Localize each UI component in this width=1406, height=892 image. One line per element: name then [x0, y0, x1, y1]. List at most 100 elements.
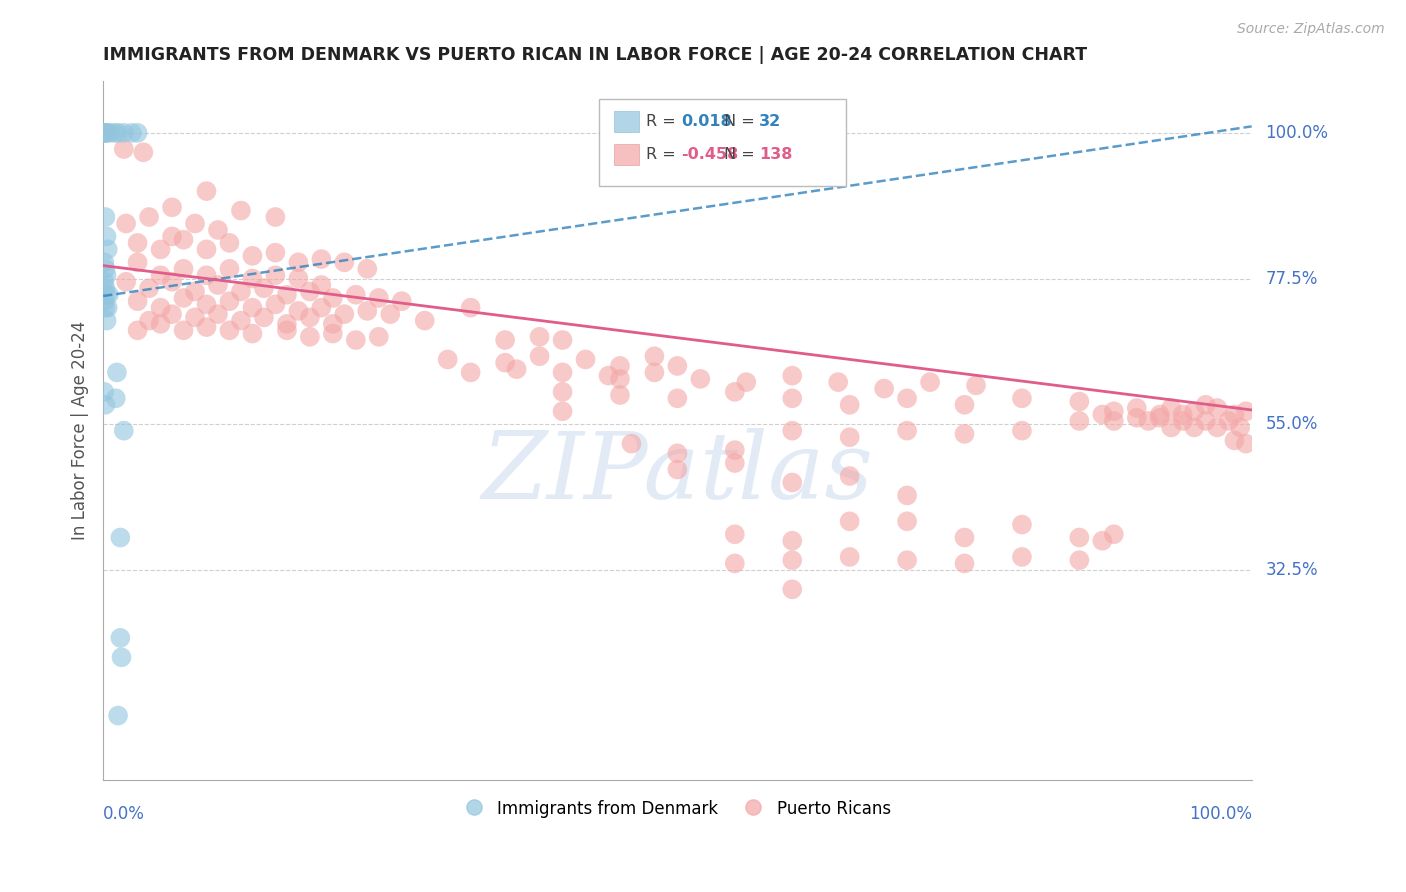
Point	[1195, 398, 1218, 412]
Point	[264, 245, 287, 260]
Point	[298, 310, 321, 325]
Point	[173, 233, 195, 247]
FancyBboxPatch shape	[599, 98, 846, 186]
Point	[160, 307, 183, 321]
Point	[344, 333, 367, 347]
Point	[127, 126, 149, 140]
Point	[276, 323, 298, 337]
Point	[127, 294, 149, 309]
Point	[242, 271, 264, 285]
Point	[96, 268, 118, 283]
Point	[460, 365, 482, 379]
Point	[195, 184, 218, 198]
Point	[93, 275, 115, 289]
Point	[735, 375, 758, 389]
Point	[195, 268, 218, 283]
Point	[93, 294, 115, 309]
Point	[838, 514, 860, 528]
Point	[838, 549, 860, 564]
Text: R =: R =	[647, 147, 682, 162]
Point	[127, 235, 149, 250]
Point	[322, 291, 344, 305]
Point	[666, 359, 689, 373]
Point	[724, 384, 747, 399]
Point	[311, 301, 333, 315]
Point	[218, 323, 240, 337]
Point	[780, 582, 803, 597]
Point	[311, 278, 333, 293]
Point	[620, 436, 643, 450]
Point	[264, 210, 287, 224]
Point	[242, 326, 264, 341]
Point	[436, 352, 458, 367]
Point	[112, 424, 135, 438]
Point	[873, 382, 896, 396]
Point	[953, 398, 976, 412]
Point	[1234, 404, 1257, 418]
Point	[110, 631, 132, 645]
Point	[965, 378, 987, 392]
Point	[643, 365, 665, 379]
Point	[105, 365, 128, 379]
Point	[1102, 527, 1125, 541]
Point	[110, 650, 132, 665]
Point	[953, 531, 976, 545]
Point	[184, 310, 207, 325]
Point	[1182, 404, 1205, 418]
Point	[218, 235, 240, 250]
Point	[298, 285, 321, 299]
Point	[127, 323, 149, 337]
Point	[529, 349, 551, 363]
Point	[551, 384, 574, 399]
Point	[322, 326, 344, 341]
Point	[724, 527, 747, 541]
Point	[1126, 410, 1149, 425]
Point	[96, 287, 118, 301]
Point	[1069, 394, 1091, 409]
Point	[112, 126, 135, 140]
Point	[356, 304, 378, 318]
Point	[160, 200, 183, 214]
Point	[838, 469, 860, 483]
Point	[551, 333, 574, 347]
Point	[666, 446, 689, 460]
Point	[780, 424, 803, 438]
Point	[298, 330, 321, 344]
Point	[896, 553, 918, 567]
Text: ZIPatlas: ZIPatlas	[481, 427, 873, 517]
Point	[1195, 414, 1218, 428]
Point	[724, 456, 747, 470]
Text: 77.5%: 77.5%	[1265, 269, 1317, 287]
Point	[918, 375, 941, 389]
Point	[149, 301, 172, 315]
Point	[1223, 408, 1246, 422]
Point	[1069, 414, 1091, 428]
Point	[333, 307, 356, 321]
Point	[207, 223, 229, 237]
Point	[242, 301, 264, 315]
Point	[367, 291, 389, 305]
Text: R =: R =	[647, 114, 682, 129]
Point	[1218, 414, 1240, 428]
Point	[207, 278, 229, 293]
Point	[104, 392, 127, 406]
Point	[287, 255, 309, 269]
Text: 32: 32	[759, 114, 782, 129]
Point	[311, 252, 333, 266]
Point	[838, 430, 860, 444]
Point	[264, 268, 287, 283]
Point	[1160, 401, 1182, 415]
Point	[229, 285, 252, 299]
Point	[149, 268, 172, 283]
Point	[1011, 549, 1033, 564]
Point	[666, 392, 689, 406]
Point	[115, 217, 138, 231]
Point	[94, 126, 117, 140]
Point	[138, 313, 160, 327]
Point	[184, 217, 207, 231]
Text: N =: N =	[724, 147, 761, 162]
Point	[780, 475, 803, 490]
Text: 0.018: 0.018	[681, 114, 731, 129]
Point	[104, 126, 127, 140]
Point	[1102, 404, 1125, 418]
